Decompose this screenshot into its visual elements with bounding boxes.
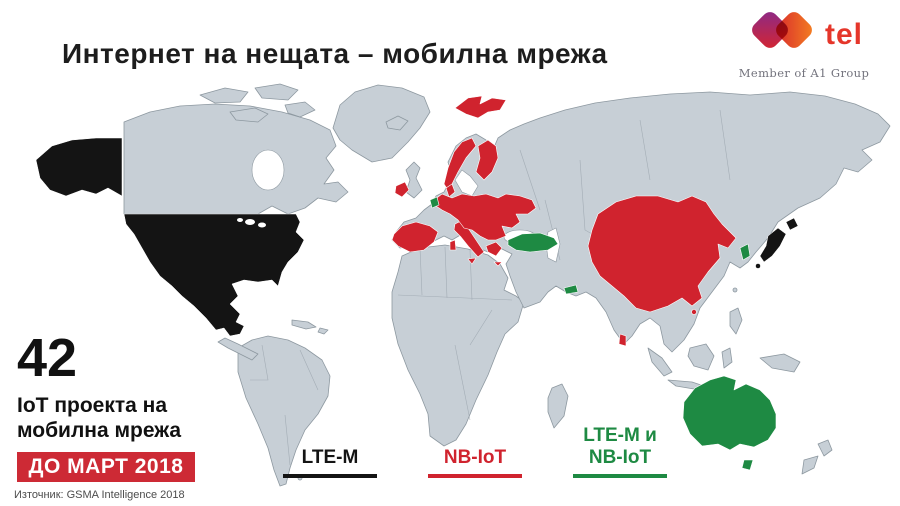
- legend-swatch-both: [573, 473, 667, 478]
- map-region-greenland: [332, 84, 431, 163]
- legend-label-line2: NB-IoT: [588, 446, 652, 468]
- map-region-sardinia: [449, 239, 457, 251]
- map-region-tasmania: [741, 459, 754, 471]
- map-region-alaska: [35, 137, 123, 197]
- map-region-uae: [563, 284, 579, 295]
- map-group-both: [429, 196, 777, 471]
- map-region-japan: [785, 217, 799, 231]
- map-region-sri-lanka: [618, 333, 627, 347]
- map-region-sicily: [467, 257, 477, 265]
- brand-wordmark: tel: [824, 18, 863, 51]
- baltic-sea: [454, 169, 479, 197]
- map-region-new-zealand: [801, 455, 819, 475]
- map-region-hispaniola: [317, 327, 329, 335]
- legend-item-both: LTE-M и NB-IoT: [573, 425, 667, 478]
- map-arctic-island: [199, 87, 249, 104]
- map-region-netherlands: [429, 196, 440, 209]
- map-region-hainan: [691, 309, 697, 315]
- mtel-logo-icon: [752, 12, 812, 48]
- map-region-new-zealand: [817, 439, 833, 457]
- map-arctic-island: [254, 83, 299, 101]
- map-region-ireland: [394, 181, 410, 198]
- map-arctic-island: [284, 101, 316, 118]
- legend-item-nb-iot: NB-IoT: [428, 447, 522, 478]
- map-region-central-europe: [433, 193, 537, 241]
- map-region-sulawesi: [721, 347, 733, 369]
- legend-label-line1: LTE-M и: [583, 425, 657, 446]
- map-region-turkey: [507, 232, 559, 253]
- map-region-taiwan: [732, 287, 738, 293]
- legend-swatch-nb-iot: [428, 473, 522, 478]
- stat-label-line1: IoT проекта на: [17, 393, 168, 417]
- legend-label: LTE-M и NB-IoT: [583, 425, 657, 469]
- map-region-philippines: [729, 307, 743, 335]
- page-title: Интернет на нещата – мобилна мрежа: [62, 38, 608, 69]
- map-region-cuba: [291, 319, 317, 330]
- map-region-central-america: [217, 337, 259, 361]
- map-region-china: [587, 195, 737, 313]
- legend-label: LTE-M: [301, 446, 359, 468]
- stats-panel: 42 IoT проекта на мобилна мрежа ДО МАРТ …: [17, 330, 217, 482]
- map-legend: LTE-M NB-IoT LTE-M и NB-IoT: [283, 425, 667, 478]
- date-badge: ДО МАРТ 2018: [17, 451, 195, 482]
- source-note: Източник: GSMA Intelligence 2018: [14, 489, 185, 501]
- map-region-united-kingdom: [405, 161, 423, 199]
- map-region-south-america: [237, 335, 331, 487]
- map-region-usa-mexico: [123, 213, 305, 337]
- legend-item-lte-m: LTE-M: [283, 447, 377, 478]
- map-group-nb-iot: [391, 95, 737, 347]
- map-region-japan: [755, 263, 761, 269]
- map-region-madagascar: [547, 383, 569, 429]
- brand-logo: tel Member of A1 Group: [724, 6, 884, 80]
- stat-label: IoT проекта на мобилна мрежа: [17, 393, 217, 444]
- stat-count: 42: [17, 328, 78, 388]
- stat-label-line2: мобилна мрежа: [17, 419, 182, 443]
- map-region-africa: [391, 244, 525, 447]
- hudson-bay: [251, 149, 285, 191]
- legend-swatch-lte-m: [283, 473, 377, 478]
- map-region-sumatra: [647, 347, 673, 377]
- map-region-crete: [493, 261, 503, 267]
- map-region-iberia: [391, 221, 439, 253]
- map-region-australia: [682, 375, 777, 451]
- map-region-iceland: [385, 115, 409, 131]
- map-region-south-korea: [739, 243, 751, 261]
- map-region-finland: [475, 139, 499, 181]
- brand-tagline: Member of A1 Group: [738, 66, 870, 80]
- great-lakes: [237, 218, 266, 228]
- map-region-new-guinea: [759, 353, 801, 373]
- map-region-japan: [759, 227, 787, 263]
- map-arctic-island: [229, 107, 269, 123]
- map-region-denmark: [445, 183, 456, 198]
- map-region-greece: [485, 241, 503, 257]
- map-region-borneo: [687, 343, 715, 371]
- legend-label: NB-IoT: [443, 446, 507, 468]
- map-region-canada: [123, 103, 349, 215]
- map-region-svalbard: [454, 95, 507, 119]
- map-group-lte-m: [35, 137, 799, 337]
